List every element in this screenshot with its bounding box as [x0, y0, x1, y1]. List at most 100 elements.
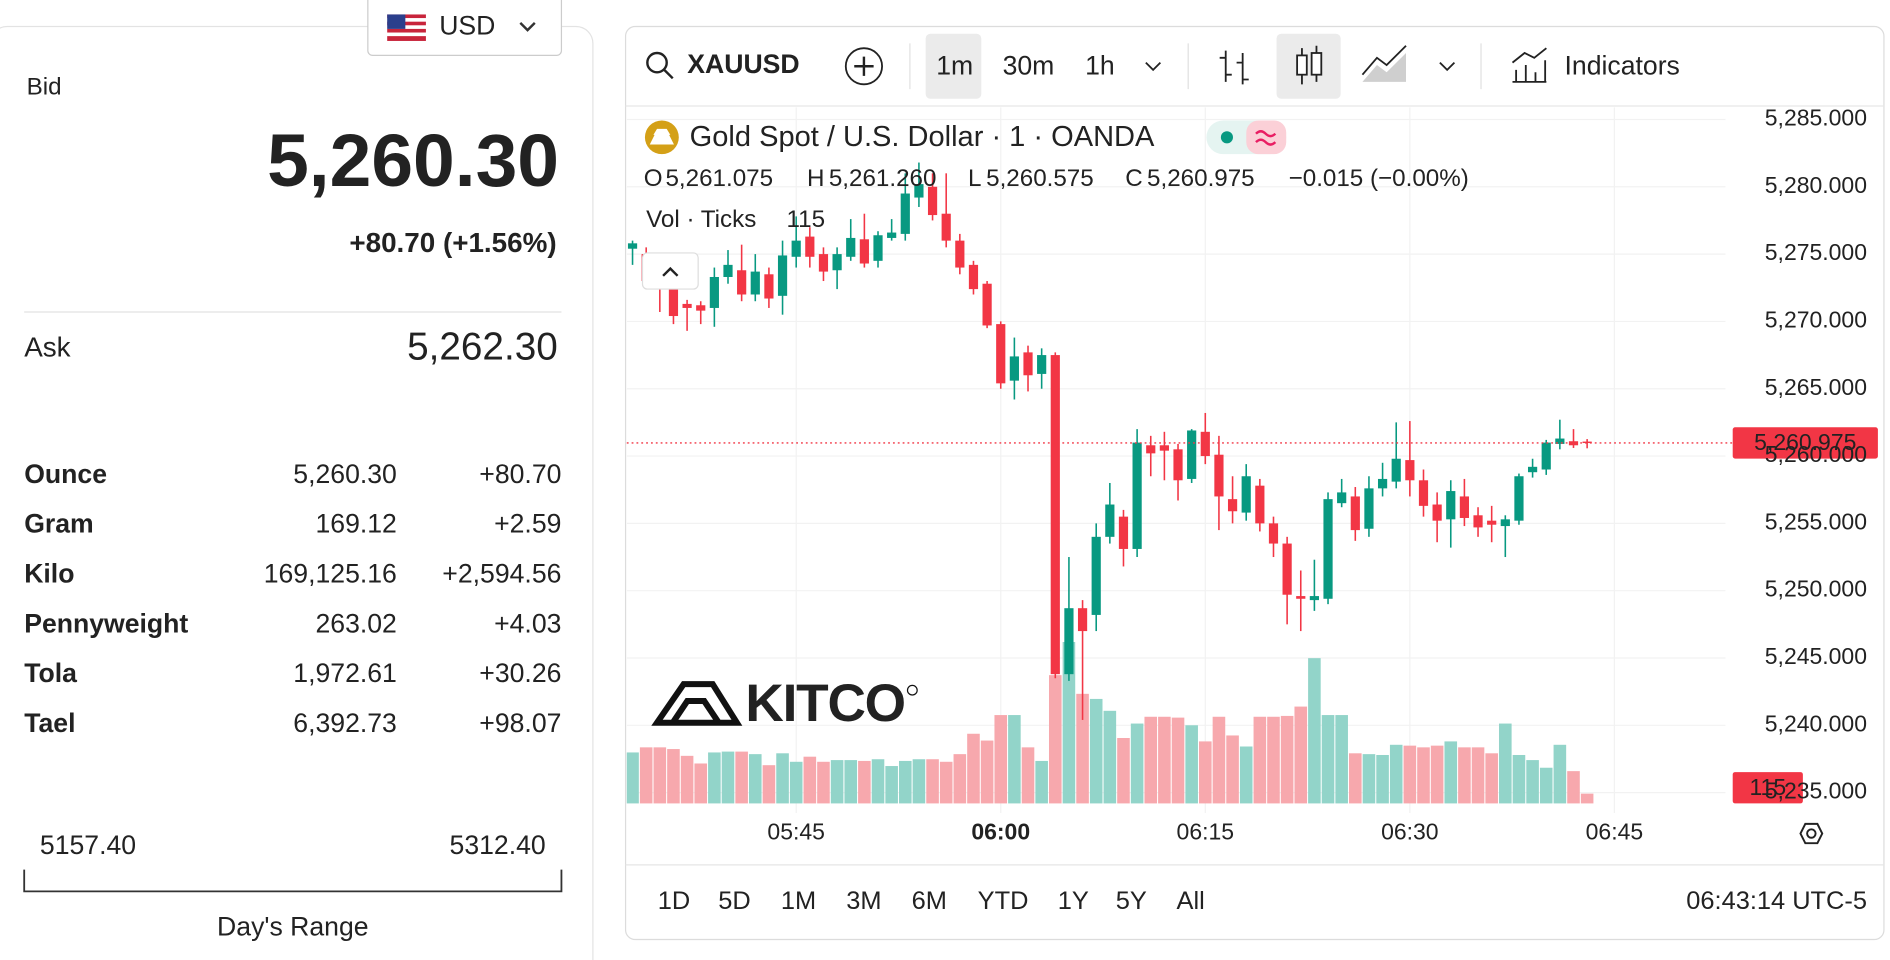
collapse-chevron [662, 266, 679, 277]
volume-bar [789, 761, 803, 804]
settings-icon[interactable] [1799, 822, 1824, 845]
registered-mark [906, 684, 918, 696]
volume-bar [1430, 745, 1444, 804]
y-tick-label: 5,245.000 [1765, 643, 1867, 669]
volume-bar [1158, 716, 1171, 804]
x-tick-label: 06:45 [1586, 819, 1644, 845]
candle-body [1337, 492, 1347, 504]
chevron[interactable] [1439, 61, 1456, 72]
candle-body [818, 254, 829, 272]
range-button[interactable]: 1M [781, 887, 816, 915]
unit-name: Gram [24, 509, 94, 539]
candle-body [682, 303, 692, 308]
volume-bar [1403, 745, 1417, 804]
active-interval[interactable] [925, 33, 982, 99]
volume-bar [967, 733, 980, 804]
candle-body [1487, 520, 1497, 525]
volume-bar [1103, 710, 1117, 804]
currency-box[interactable] [367, 0, 563, 57]
volume-bar [1567, 771, 1580, 804]
candle-body [1555, 438, 1565, 444]
logo-text: KITCO [745, 674, 905, 733]
candle-body [750, 271, 760, 295]
ohlc-key: H [807, 165, 824, 192]
y-tick-label: 5,260.000 [1765, 441, 1867, 467]
range-button[interactable]: 1Y [1058, 887, 1089, 915]
candle-body [1173, 449, 1183, 481]
volume-bar [1417, 747, 1430, 804]
interval[interactable]: 1m [936, 51, 973, 81]
collapse-button[interactable] [641, 252, 699, 290]
candle-body [1200, 431, 1210, 457]
range-button[interactable]: YTD [978, 887, 1029, 915]
candle-body [1405, 460, 1415, 481]
volume-bar [939, 761, 953, 804]
candle-body [791, 240, 801, 257]
unit-change: +80.70 [479, 459, 561, 489]
y-tick-label: 5,235.000 [1765, 778, 1867, 804]
last-price-tag [1732, 427, 1878, 459]
range-button[interactable]: 3M [846, 887, 881, 915]
settings-icon-center [1806, 828, 1817, 839]
candles-icon [1296, 45, 1323, 85]
range-button[interactable]: 1D [658, 887, 690, 915]
candle-body [1296, 596, 1306, 599]
candle-body [927, 186, 938, 216]
range-button[interactable]: 5D [718, 887, 750, 915]
volume-bar [844, 760, 858, 804]
range-low: 5157.40 [40, 830, 136, 860]
volume-bar [680, 755, 694, 804]
candle-body [1214, 454, 1224, 497]
candle-body [1132, 442, 1142, 549]
indicators[interactable]: Indicators [1565, 51, 1680, 81]
volume-bar [1049, 675, 1062, 804]
area-icon[interactable] [1361, 45, 1407, 82]
candle-body [873, 235, 883, 261]
volume-bar [885, 766, 898, 804]
volume-bar [1335, 715, 1348, 804]
x-tick-label: 05:45 [767, 819, 825, 845]
candle-body [1418, 480, 1429, 506]
range-button[interactable]: 6M [912, 887, 947, 915]
candle-body [1037, 355, 1047, 374]
unit-change: +2,594.56 [442, 559, 561, 589]
bars-icon[interactable] [1219, 50, 1249, 85]
unit-change: +30.26 [479, 658, 561, 688]
legend-title: Gold Spot / U.S. Dollar · 1 · OANDA [690, 121, 1155, 153]
volume-bar [1021, 747, 1035, 804]
range-button[interactable]: 5Y [1116, 887, 1147, 915]
indicators-icon[interactable] [1511, 47, 1547, 83]
volume-bar [776, 753, 789, 804]
volume-bar [694, 763, 708, 804]
volume-bar [1008, 715, 1021, 804]
ohlc-key: O [644, 165, 663, 192]
candle-body [805, 236, 815, 257]
volume-bar [1089, 698, 1103, 804]
volume-bar [735, 751, 748, 804]
unit-price: 263.02 [315, 608, 396, 638]
volume-bar [1199, 741, 1212, 804]
candles-button[interactable] [1276, 33, 1341, 99]
symbol[interactable]: XAUUSD [687, 49, 799, 79]
chevron[interactable] [1145, 61, 1162, 72]
chart-panel [624, 25, 1885, 941]
candle-body [846, 237, 856, 257]
ohlc-key: C [1125, 165, 1142, 192]
candle-body [737, 270, 747, 295]
volume-bar [1362, 754, 1376, 804]
volume-bar [953, 754, 967, 804]
volume-bar [639, 747, 653, 804]
search-icon[interactable] [646, 51, 668, 74]
volume-bar [626, 752, 639, 804]
add-symbol[interactable] [844, 47, 883, 86]
interval[interactable]: 30m [1003, 51, 1055, 81]
day-range-bar [23, 869, 563, 893]
currency-label[interactable]: USD [439, 11, 495, 41]
volume-bar [1076, 693, 1089, 804]
volume-bar [1035, 760, 1048, 804]
range-button[interactable]: All [1177, 887, 1205, 915]
candle-body [627, 243, 638, 249]
currency-button[interactable] [367, 0, 563, 57]
interval[interactable]: 1h [1085, 51, 1115, 81]
clock: 06:43:14 UTC-5 [1686, 887, 1867, 915]
